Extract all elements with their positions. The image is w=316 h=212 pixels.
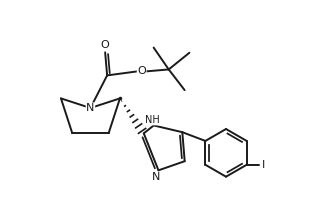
Text: O: O	[101, 40, 110, 50]
Text: N: N	[152, 173, 161, 183]
Text: O: O	[137, 66, 146, 77]
Text: N: N	[86, 103, 94, 113]
Text: NH: NH	[145, 115, 160, 125]
Text: I: I	[261, 160, 264, 170]
